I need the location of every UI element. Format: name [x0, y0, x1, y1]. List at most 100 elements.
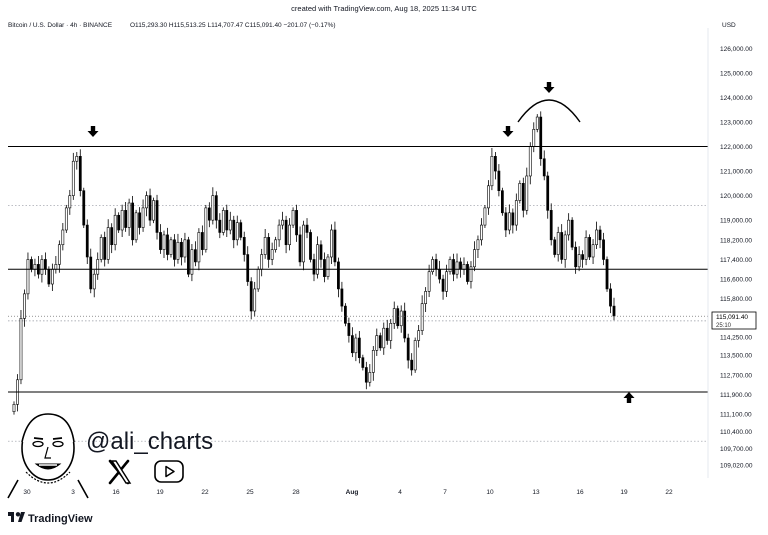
candle-body: [99, 237, 103, 260]
last-price-badge: [711, 311, 757, 330]
candle-body: [207, 207, 211, 221]
candle-body: [385, 327, 389, 341]
candle: [389, 319, 393, 349]
candle: [145, 191, 148, 217]
candle-body: [441, 278, 445, 292]
candle: [480, 218, 483, 246]
candle: [256, 266, 260, 292]
candle: [207, 202, 211, 228]
candle-body: [553, 239, 557, 255]
candle-body: [344, 305, 347, 324]
candle-body: [445, 271, 448, 292]
down-arrow-icon: [502, 126, 514, 137]
candle-body: [549, 210, 553, 241]
candle-body: [19, 318, 23, 381]
candle-body: [152, 200, 155, 221]
down-arrow-icon: [87, 126, 99, 137]
candle: [403, 302, 407, 343]
youtube-play-icon[interactable]: [154, 460, 184, 483]
candle: [260, 248, 264, 277]
candle: [528, 142, 532, 185]
candle-body: [159, 232, 162, 250]
candle-body: [92, 273, 96, 290]
candle-body: [187, 239, 190, 275]
candle-body: [44, 259, 47, 270]
x-tick-label: 7: [443, 489, 447, 496]
candle-body: [602, 239, 605, 260]
candle: [16, 374, 19, 412]
x-logo-icon[interactable]: [108, 459, 132, 485]
candle-body: [113, 214, 117, 246]
candle-body: [521, 183, 525, 211]
candle-body: [221, 210, 225, 233]
candle: [392, 301, 396, 329]
candle-body: [61, 229, 65, 246]
candle: [92, 269, 96, 298]
up-arrow-icon: [623, 392, 635, 403]
candle-body: [169, 239, 173, 255]
candle: [26, 252, 30, 300]
candle-body: [312, 259, 316, 275]
down-arrow-icon: [543, 82, 555, 93]
candle: [23, 289, 26, 327]
y-tick-label: 112,700.00: [720, 372, 752, 379]
candle-body: [459, 261, 462, 270]
candle-body: [570, 219, 574, 248]
candle-body: [333, 229, 337, 263]
candle: [424, 287, 428, 313]
candle: [455, 253, 459, 279]
candle-body: [424, 291, 428, 304]
x-tick-label: 28: [292, 489, 300, 496]
candle: [96, 252, 100, 280]
candle-body: [361, 357, 365, 368]
candle-body: [357, 337, 361, 358]
x-tick-label: 19: [620, 489, 628, 496]
candle: [50, 263, 54, 292]
candle: [82, 187, 86, 229]
candle-body: [298, 234, 302, 263]
candle: [127, 198, 131, 236]
candle: [253, 281, 257, 317]
candle: [333, 221, 337, 267]
candle-body: [281, 219, 284, 226]
tradingview-logo-icon: [8, 512, 25, 522]
candle: [204, 204, 208, 253]
x-tick-label: 16: [112, 489, 120, 496]
candle: [361, 354, 365, 371]
candle: [176, 233, 180, 264]
candle: [183, 232, 187, 263]
candle-body: [340, 288, 344, 307]
candle-body: [246, 254, 250, 282]
candle: [309, 229, 312, 263]
grid-layer: [8, 205, 708, 442]
candle-body: [309, 232, 312, 260]
candle: [249, 277, 253, 320]
candle-body: [350, 335, 354, 354]
candle: [410, 353, 414, 376]
candle-body: [389, 322, 393, 341]
candle-body: [438, 268, 441, 280]
candle: [500, 187, 504, 216]
candle-body: [462, 264, 466, 270]
candle-body: [134, 212, 138, 241]
candle-body: [291, 210, 295, 226]
y-tick-label: 111,100.00: [720, 412, 752, 419]
candle: [228, 211, 232, 235]
candle-body: [284, 219, 288, 246]
candle-body: [302, 224, 305, 263]
candle-body: [330, 229, 333, 258]
candle: [591, 239, 595, 264]
candle-body: [89, 256, 93, 290]
candle-body: [535, 116, 539, 130]
candle: [281, 211, 284, 230]
x-tick-label: 4: [398, 489, 402, 496]
candle-body: [514, 200, 518, 226]
candle-body: [228, 219, 232, 231]
candle: [162, 230, 166, 258]
candle-body: [500, 190, 504, 214]
candle-body: [480, 224, 483, 241]
candle: [375, 328, 379, 356]
candle: [438, 260, 441, 284]
candle: [518, 180, 522, 204]
